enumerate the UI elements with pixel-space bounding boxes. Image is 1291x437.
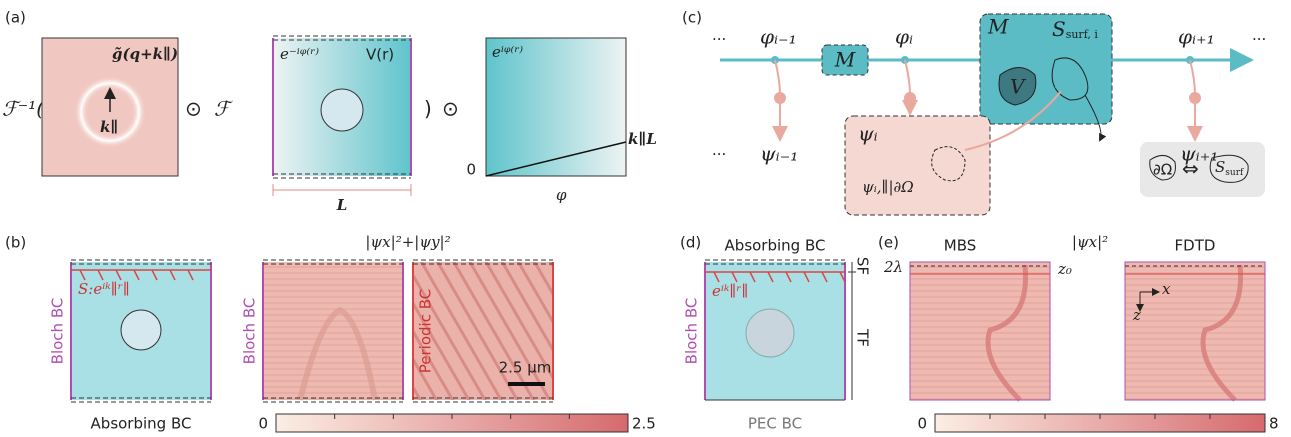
source-label: eⁱᵏ∥ʳ∥ (712, 282, 748, 300)
operator: ℱ (214, 97, 233, 121)
bc-label: Absorbing BC (725, 237, 826, 255)
field-map (263, 262, 403, 400)
figure: (a) ℱ⁻¹( g̃(q+k∥) k∥ ⊙ ℱ e⁻ⁱᵠ⁽ʳ⁾ V(r) L … (0, 0, 1291, 437)
panel-label: (c) (682, 9, 702, 27)
omega-label: ∂Ω (1153, 161, 1172, 179)
method-label: MBS (944, 237, 977, 255)
g-label: g̃(q+k∥) (112, 45, 178, 63)
region-label: SF (854, 257, 872, 275)
sphere (746, 309, 794, 357)
phase-label: e⁻ⁱᵠ⁽ʳ⁾ (280, 45, 319, 63)
panel-label: (d) (680, 234, 701, 252)
odot: ⊙ (185, 97, 202, 121)
panel-label: (a) (5, 9, 26, 27)
plus (774, 92, 786, 104)
phi-label: φᵢ₋₁ (760, 25, 797, 49)
bc-label: Absorbing BC (91, 415, 192, 433)
panel-d: (d) Absorbing BC eⁱᵏ∥ʳ∥ Bloch BC SF TF P… (680, 234, 872, 433)
origin-label: 0 (466, 161, 476, 179)
bc-label: Bloch BC (241, 298, 259, 365)
m-label: M (987, 15, 1009, 39)
psi-label: ψᵢ₋₁ (760, 142, 798, 166)
colorbar-label: 8 (1269, 415, 1279, 433)
scale-bar-label: 2.5 μm (499, 359, 552, 377)
slope-label: k∥L (628, 130, 657, 148)
field-map (910, 262, 1050, 400)
phi-label: φᵢ₊₁ (1178, 25, 1215, 49)
plus (904, 92, 916, 104)
operator: ℱ⁻¹( (2, 97, 45, 121)
paren: ) (424, 97, 432, 121)
axis-label: z (1132, 306, 1141, 324)
psi-label: ψᵢ₊₁ (1180, 142, 1218, 166)
field-label: |ψx|²+|ψy|² (365, 233, 450, 251)
panel-label: (b) (5, 234, 26, 252)
axis-label: φ (556, 186, 567, 204)
psi-label: ψᵢ (858, 122, 878, 146)
bc-label: Bloch BC (683, 298, 701, 365)
panel-b: (b) S:eⁱᵏ∥ʳ∥ Bloch BC Absorbing BC |ψx|²… (5, 233, 656, 433)
region-label: TF (854, 328, 872, 347)
colorbar-label: 2.5 (632, 415, 656, 433)
colorbar-label: 0 (258, 415, 268, 433)
v-label: V (1010, 75, 1027, 99)
psi-boundary-label: ψᵢ,∥|∂Ω (862, 178, 914, 196)
odot: ⊙ (442, 97, 459, 121)
scale-label: 2λ (883, 258, 903, 276)
plus (1189, 92, 1201, 104)
z0-label: z₀ (1057, 260, 1072, 278)
bc-label: Bloch BC (49, 298, 67, 365)
bc-label: Periodic BC (417, 289, 435, 373)
potential-label: V(r) (366, 46, 394, 64)
bc-label: PEC BC (748, 415, 802, 433)
panel-label: (e) (878, 234, 899, 252)
m-label: M (834, 48, 856, 72)
field-map (1125, 262, 1265, 400)
panel-c: (c) ··· ··· ··· ··· φᵢ₋₁ M φᵢ M V Ssurf,… (682, 9, 1266, 216)
scatterer (321, 89, 363, 131)
dots: ··· (712, 146, 726, 164)
scatterer (121, 310, 161, 350)
length-label: L (336, 196, 348, 214)
phase-label: eⁱᵠ⁽ʳ⁾ (492, 43, 523, 61)
branch (905, 60, 910, 112)
field-label: |ψx|² (1072, 233, 1108, 251)
axis-label: x (1162, 280, 1171, 298)
phi-label: φᵢ (895, 25, 913, 49)
panel-a: (a) ℱ⁻¹( g̃(q+k∥) k∥ ⊙ ℱ e⁻ⁱᵠ⁽ʳ⁾ V(r) L … (2, 9, 657, 215)
source-label: S:eⁱᵏ∥ʳ∥ (78, 280, 130, 298)
dots: ··· (712, 31, 726, 49)
k-label: k∥ (100, 118, 118, 136)
dots: ··· (1252, 31, 1266, 49)
method-label: FDTD (1175, 237, 1216, 255)
colorbar-label: 0 (917, 415, 927, 433)
